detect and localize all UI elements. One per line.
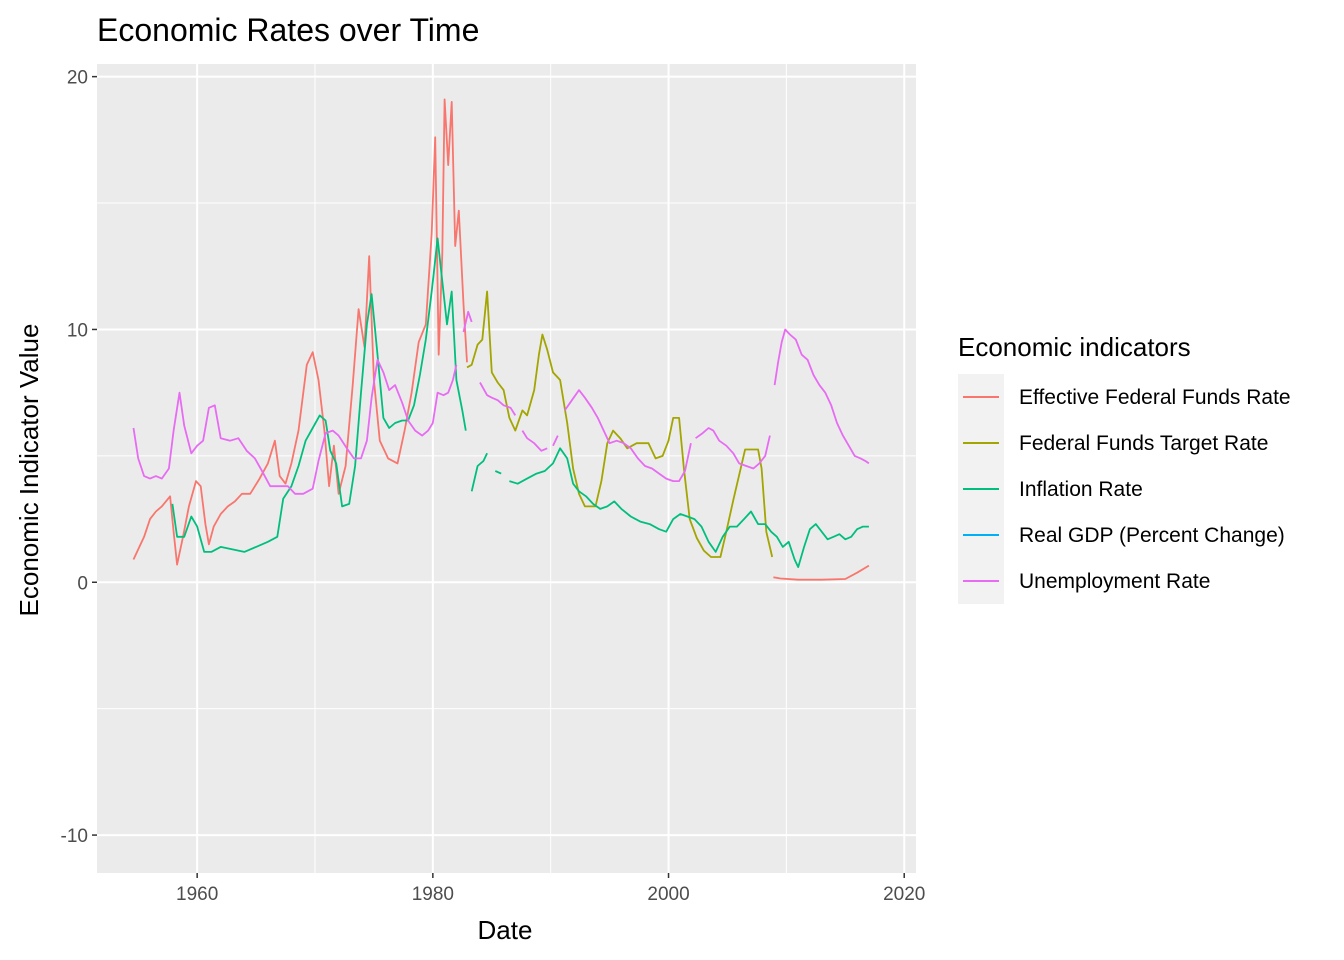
series-line-federal-funds-target-rate: [466, 290, 774, 558]
series-line-inflation-rate: [509, 447, 869, 568]
y-tick-label: -10: [61, 826, 88, 847]
legend-label: Effective Federal Funds Rate: [1019, 386, 1291, 409]
series-line-inflation-rate: [470, 452, 488, 492]
series-line-effective-federal-funds-rate: [132, 98, 468, 566]
series-line-unemployment-rate: [132, 358, 458, 495]
series-line-inflation-rate: [494, 470, 502, 475]
plot-background: [97, 64, 916, 873]
legend: Economic indicators Effective Federal Fu…: [958, 332, 1291, 604]
x-axis-title: Date: [478, 915, 533, 945]
x-tick-label: 1980: [412, 884, 454, 905]
x-tick-label: 2000: [647, 884, 689, 905]
legend-label: Real GDP (Percent Change): [1019, 524, 1285, 547]
y-tick-label: 20: [67, 68, 88, 89]
series-line-unemployment-rate: [564, 389, 692, 482]
series-line-effective-federal-funds-rate: [773, 564, 870, 581]
series-line-unemployment-rate: [695, 427, 771, 470]
series-line-unemployment-rate: [773, 328, 870, 465]
legend-label: Federal Funds Target Rate: [1019, 432, 1268, 455]
series-line-unemployment-rate: [479, 382, 517, 416]
chart-title: Economic Rates over Time: [97, 12, 479, 48]
x-tick-label: 1960: [176, 884, 218, 905]
axes: 1960 1980 2000 2020 -10 0 10 20: [61, 68, 926, 905]
series-line-unemployment-rate: [462, 310, 473, 333]
legend-title: Economic indicators: [958, 332, 1191, 362]
y-axis-title: Economic Indicator Value: [14, 324, 44, 617]
series-line-unemployment-rate: [521, 430, 548, 452]
y-tick-label: 0: [77, 573, 88, 594]
y-tick-label: 10: [67, 320, 88, 341]
x-tick-label: 2020: [883, 884, 925, 905]
series-line-inflation-rate: [171, 237, 467, 553]
series-line-unemployment-rate: [552, 435, 559, 447]
legend-label: Inflation Rate: [1019, 478, 1143, 501]
plot-panel: [97, 64, 916, 873]
legend-label: Unemployment Rate: [1019, 570, 1210, 593]
